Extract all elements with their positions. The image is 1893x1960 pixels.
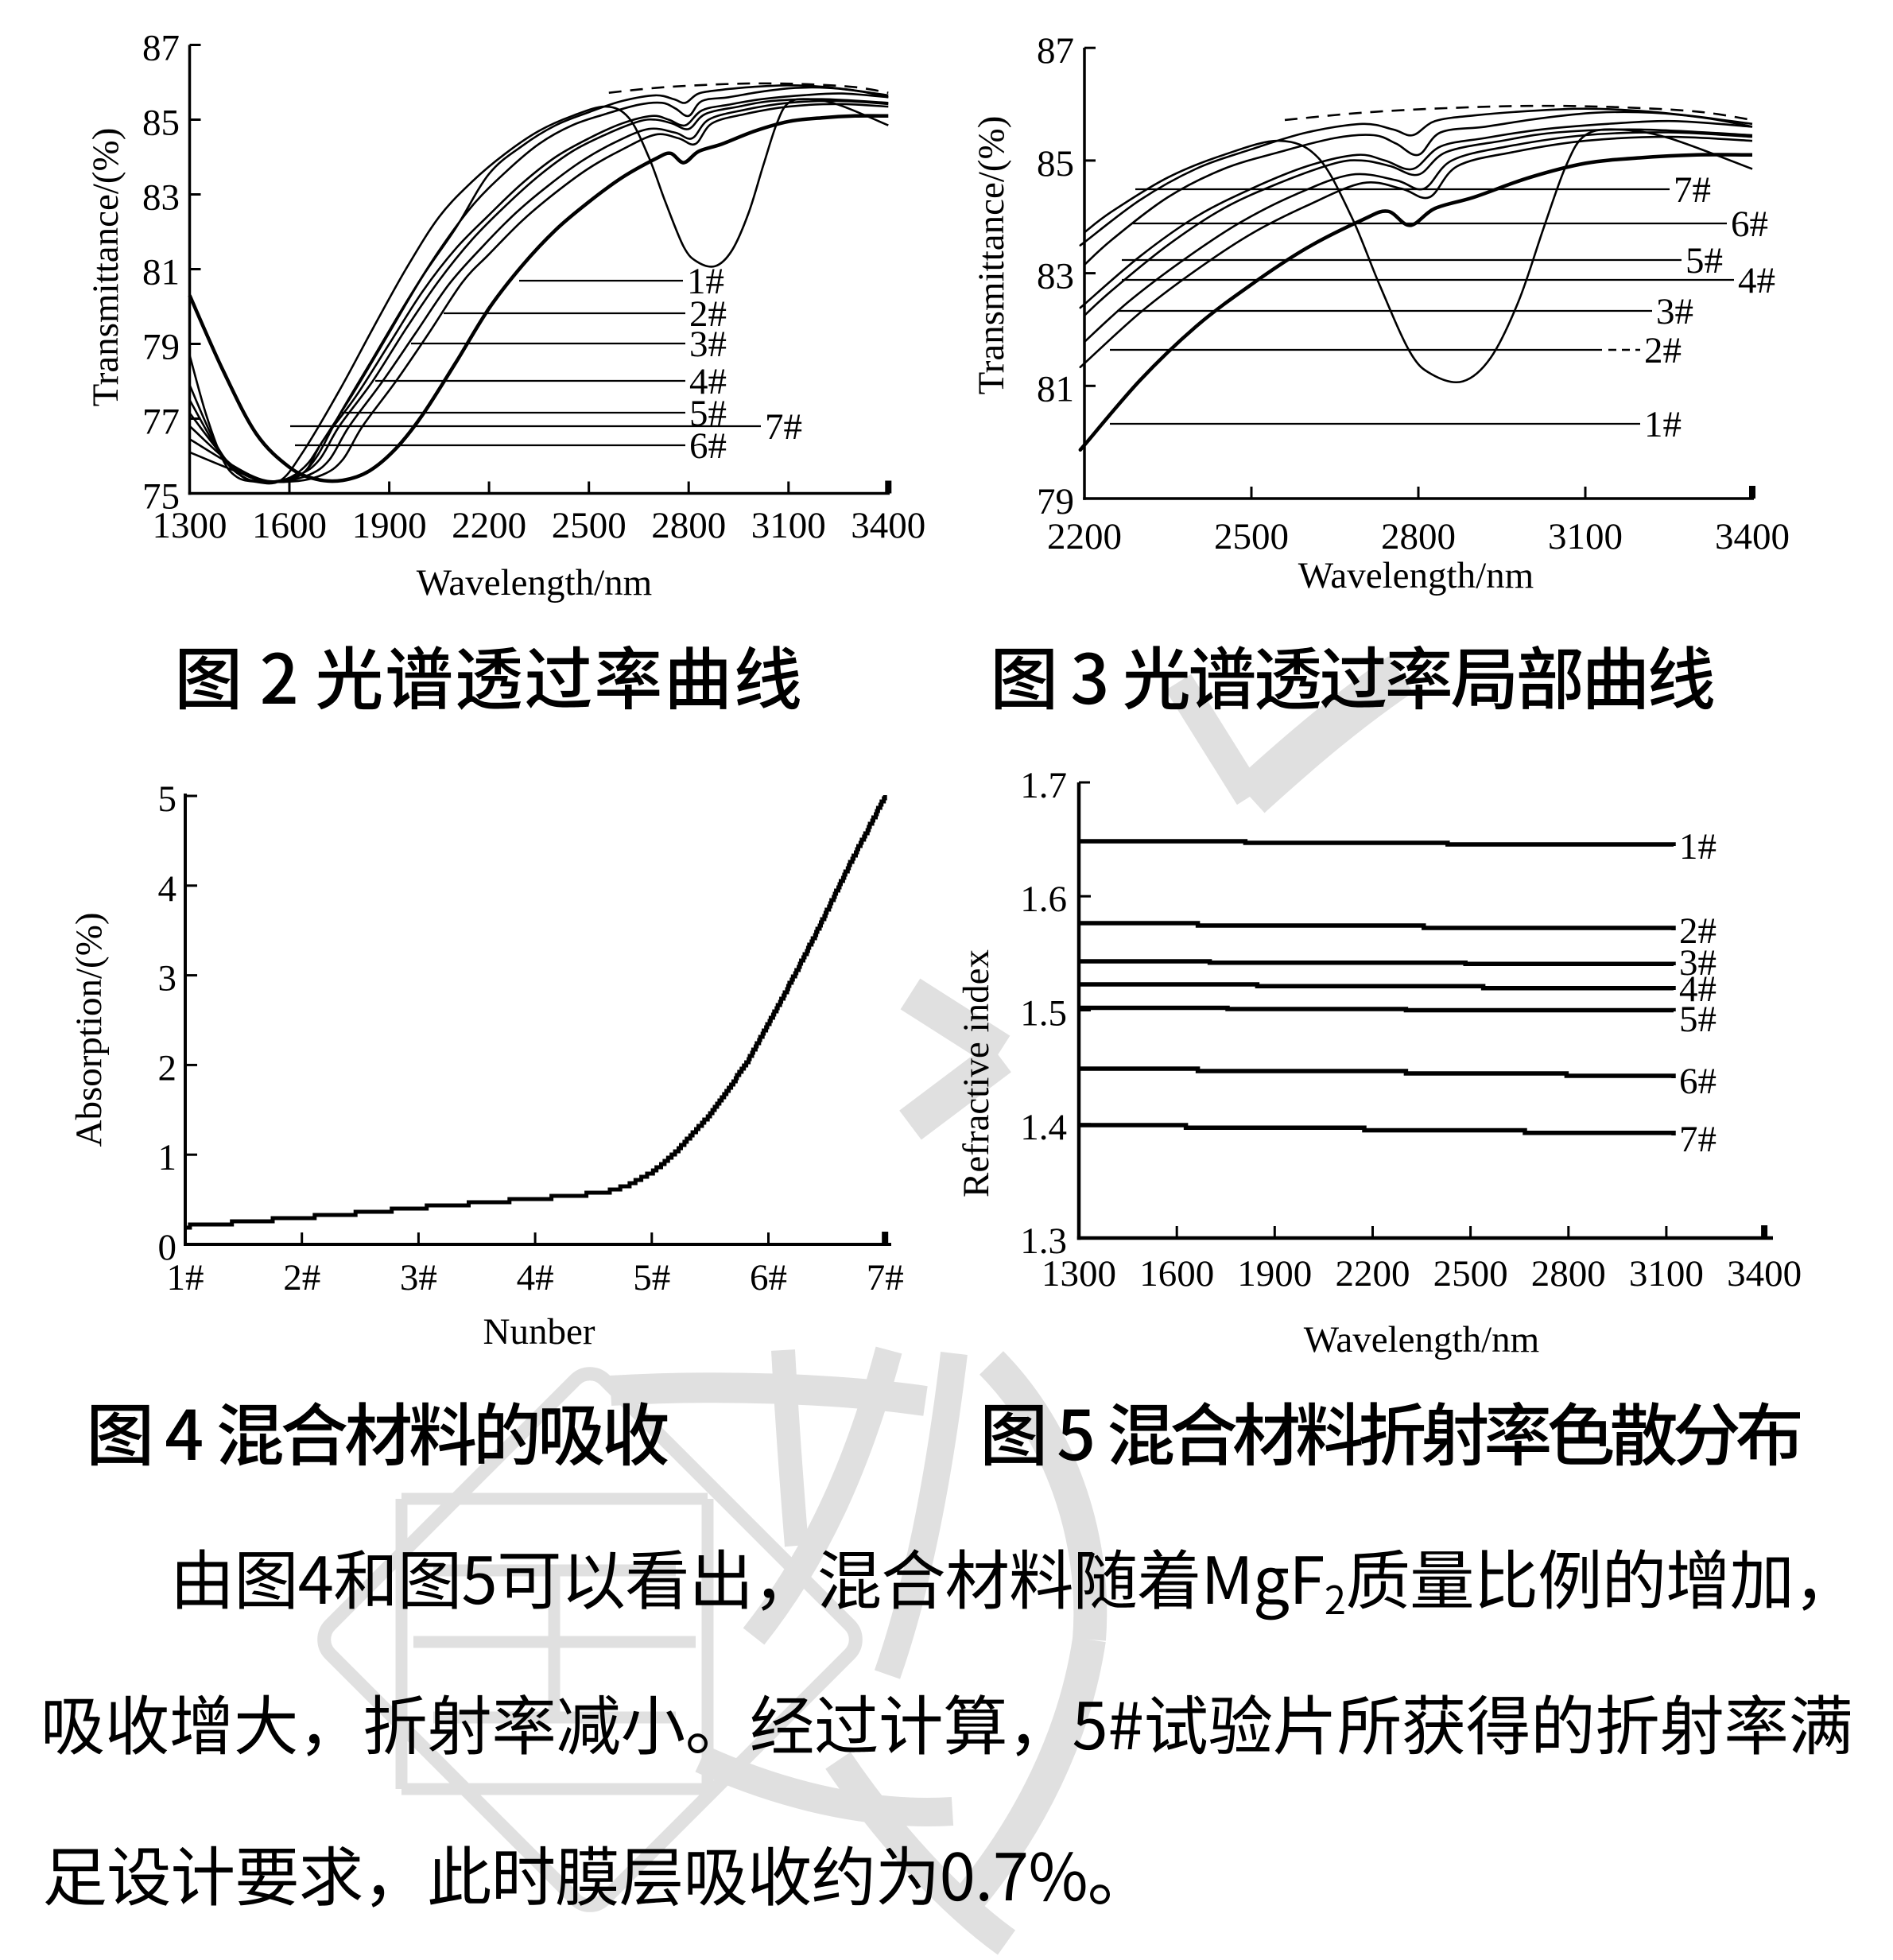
svg-text:1300: 1300 [153,505,227,546]
svg-text:3#: 3# [689,324,727,365]
svg-text:1.5: 1.5 [1020,993,1067,1034]
svg-text:83: 83 [1037,256,1074,297]
svg-text:4#: 4# [689,361,727,402]
svg-text:2800: 2800 [1531,1253,1606,1294]
svg-text:1300: 1300 [1042,1253,1116,1294]
svg-text:2800: 2800 [651,505,726,546]
svg-text:7#: 7# [867,1257,904,1298]
svg-text:1: 1 [158,1137,177,1178]
svg-text:3: 3 [158,958,177,999]
svg-text:2#: 2# [283,1257,320,1298]
svg-text:3100: 3100 [1548,516,1623,557]
svg-text:1#: 1# [167,1257,204,1298]
svg-text:85: 85 [1037,143,1074,184]
svg-text:5#: 5# [1685,240,1723,281]
svg-text:3400: 3400 [851,505,925,546]
svg-text:5#: 5# [1679,999,1717,1040]
svg-text:6#: 6# [1731,204,1768,245]
svg-text:1.7: 1.7 [1020,765,1067,806]
svg-text:7#: 7# [1674,169,1711,211]
svg-text:4#: 4# [517,1257,554,1298]
svg-text:6#: 6# [1679,1061,1717,1102]
svg-text:6#: 6# [750,1257,787,1298]
svg-text:3400: 3400 [1727,1253,1802,1294]
svg-text:79: 79 [1037,481,1074,522]
svg-text:2: 2 [158,1047,177,1089]
svg-text:7#: 7# [1679,1119,1717,1160]
svg-text:1900: 1900 [1237,1253,1312,1294]
svg-text:Absorption/(%): Absorption/(%) [68,912,110,1147]
svg-text:2500: 2500 [1433,1253,1508,1294]
svg-text:4#: 4# [1679,968,1717,1010]
svg-text:0: 0 [158,1227,177,1268]
svg-text:3400: 3400 [1715,516,1790,557]
svg-text:1#: 1# [1679,826,1717,867]
svg-text:2200: 2200 [1047,516,1122,557]
svg-text:3#: 3# [1656,291,1693,332]
svg-text:Transmittance/(%): Transmittance/(%) [85,128,126,407]
svg-text:2200: 2200 [1336,1253,1410,1294]
svg-text:87: 87 [142,28,180,69]
svg-text:2500: 2500 [1214,516,1289,557]
svg-text:83: 83 [142,177,180,219]
svg-text:1.3: 1.3 [1020,1221,1067,1262]
svg-text:2#: 2# [689,293,727,335]
svg-text:Wavelength/nm: Wavelength/nm [1298,555,1534,596]
svg-text:Refractive index: Refractive index [956,949,997,1197]
svg-text:3100: 3100 [1629,1253,1704,1294]
svg-text:75: 75 [142,476,180,518]
svg-text:4#: 4# [1738,260,1775,301]
svg-text:81: 81 [1037,368,1074,409]
svg-text:2800: 2800 [1381,516,1456,557]
svg-text:87: 87 [1037,30,1074,72]
svg-text:5#: 5# [633,1257,670,1298]
svg-text:4: 4 [158,868,177,910]
svg-text:77: 77 [142,402,180,443]
svg-text:3#: 3# [1679,942,1717,984]
svg-text:5: 5 [158,778,177,820]
svg-text:81: 81 [142,252,180,293]
svg-text:3100: 3100 [751,505,826,546]
svg-text:Wavelength/nm: Wavelength/nm [1304,1319,1539,1360]
svg-text:1.4: 1.4 [1020,1107,1067,1148]
svg-text:85: 85 [142,103,180,144]
svg-text:2500: 2500 [552,505,626,546]
svg-text:Nunber: Nunber [483,1311,595,1353]
svg-text:1#: 1# [1644,404,1682,445]
svg-text:Transmittance/(%): Transmittance/(%) [971,116,1012,395]
svg-text:1#: 1# [687,261,724,302]
svg-text:1600: 1600 [252,505,327,546]
svg-text:2#: 2# [1644,330,1682,371]
svg-text:3#: 3# [400,1257,437,1298]
svg-text:6#: 6# [689,425,727,467]
svg-text:79: 79 [142,327,180,368]
svg-text:1900: 1900 [352,505,427,546]
svg-text:Wavelength/nm: Wavelength/nm [417,562,652,604]
svg-text:1.6: 1.6 [1020,879,1067,920]
svg-text:2200: 2200 [452,505,526,546]
svg-text:1600: 1600 [1139,1253,1214,1294]
svg-text:7#: 7# [765,406,802,448]
svg-text:5#: 5# [689,393,727,434]
svg-text:2#: 2# [1679,910,1717,952]
